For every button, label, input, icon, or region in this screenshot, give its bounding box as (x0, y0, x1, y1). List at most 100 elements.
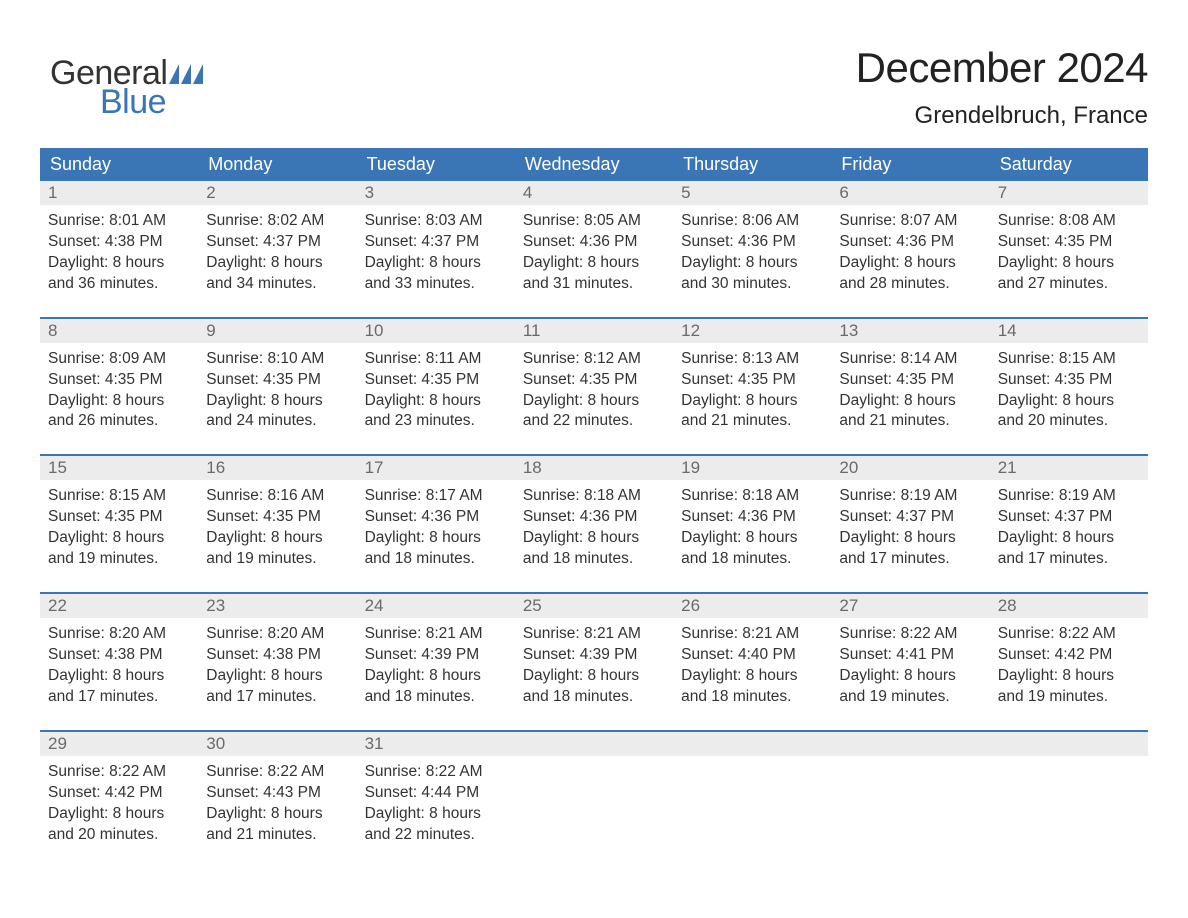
day-cell: Sunrise: 8:22 AMSunset: 4:41 PMDaylight:… (831, 618, 989, 716)
sunset-text: Sunset: 4:36 PM (839, 232, 981, 253)
daylight-line1: Daylight: 8 hours (998, 666, 1140, 687)
daylight-line1: Daylight: 8 hours (681, 253, 823, 274)
day-number: 29 (40, 732, 198, 756)
day-number: 26 (673, 594, 831, 618)
daylight-line1: Daylight: 8 hours (681, 528, 823, 549)
sunset-text: Sunset: 4:40 PM (681, 645, 823, 666)
daylight-line1: Daylight: 8 hours (998, 528, 1140, 549)
sunset-text: Sunset: 4:35 PM (48, 370, 190, 391)
sunrise-text: Sunrise: 8:06 AM (681, 211, 823, 232)
daylight-line1: Daylight: 8 hours (998, 253, 1140, 274)
day-cell: Sunrise: 8:15 AMSunset: 4:35 PMDaylight:… (990, 343, 1148, 441)
sunrise-text: Sunrise: 8:11 AM (365, 349, 507, 370)
daylight-line1: Daylight: 8 hours (839, 391, 981, 412)
daylight-line1: Daylight: 8 hours (839, 253, 981, 274)
day-number: 10 (357, 319, 515, 343)
daylight-line2: and 27 minutes. (998, 274, 1140, 295)
daylight-line1: Daylight: 8 hours (365, 528, 507, 549)
day-number: 5 (673, 181, 831, 205)
daylight-line1: Daylight: 8 hours (48, 253, 190, 274)
sunset-text: Sunset: 4:42 PM (998, 645, 1140, 666)
day-number: 8 (40, 319, 198, 343)
daylight-line2: and 17 minutes. (206, 687, 348, 708)
logo-text-blue: Blue (100, 83, 203, 122)
daylight-line2: and 33 minutes. (365, 274, 507, 295)
sunset-text: Sunset: 4:38 PM (206, 645, 348, 666)
calendar-week: 15161718192021 Sunrise: 8:15 AM Sunset: 4:… (40, 454, 1148, 578)
day-cell (673, 756, 831, 854)
sunset-text: Sunset: 4:39 PM (365, 645, 507, 666)
daylight-line2: and 21 minutes. (681, 411, 823, 432)
sunset-text: Sunset: 4:35 PM (681, 370, 823, 391)
daylight-line1: Daylight: 8 hours (839, 528, 981, 549)
calendar-header-cell: Wednesday (515, 148, 673, 181)
daylight-line1: Daylight: 8 hours (681, 666, 823, 687)
sunrise-text: Sunrise: 8:10 AM (206, 349, 348, 370)
calendar-body: 1234567Sunrise: 8:01 AMSunset: 4:38 PMDa… (40, 181, 1148, 853)
daylight-line2: and 20 minutes. (48, 825, 190, 846)
sunset-text: Sunset: 4:35 PM (998, 232, 1140, 253)
daylight-line2: and 21 minutes. (839, 411, 981, 432)
day-number: 13 (831, 319, 989, 343)
daylight-line2: and 28 minutes. (839, 274, 981, 295)
sunset-text: Sunset: 4:37 PM (839, 507, 981, 528)
day-number: 16 (198, 456, 356, 480)
day-number: 12 (673, 319, 831, 343)
day-number: 2 (198, 181, 356, 205)
calendar-header-cell: Monday (198, 148, 356, 181)
daynum-row: 15161718192021 (40, 456, 1148, 480)
day-cell: Sunrise: 8:22 AMSunset: 4:43 PMDaylight:… (198, 756, 356, 854)
calendar-week: 891011121314Sunrise: 8:09 AMSunset: 4:35… (40, 317, 1148, 441)
day-number: 31 (357, 732, 515, 756)
sunset-text: Sunset: 4:37 PM (365, 232, 507, 253)
calendar-header-row: SundayMondayTuesdayWednesdayThursdayFrid… (40, 148, 1148, 181)
daylight-line1: Daylight: 8 hours (365, 391, 507, 412)
sunset-text: Sunset: 4:37 PM (998, 507, 1140, 528)
day-number: 4 (515, 181, 673, 205)
day-cell: Sunrise: 8:11 AMSunset: 4:35 PMDaylight:… (357, 343, 515, 441)
daylight-line1: Daylight: 8 hours (839, 666, 981, 687)
daylight-line1: Daylight: 8 hours (206, 666, 348, 687)
day-cell: Sunrise: 8:01 AMSunset: 4:38 PMDaylight:… (40, 205, 198, 303)
day-number (831, 732, 989, 756)
day-cell (515, 756, 673, 854)
day-number: 14 (990, 319, 1148, 343)
day-cell: Sunrise: 8:16 AMSunset: 4:35 PMDaylight:… (198, 480, 356, 578)
day-number: 3 (357, 181, 515, 205)
sunset-text: Sunset: 4:35 PM (839, 370, 981, 391)
day-cell: Sunrise: 8:19 AMSunset: 4:37 PMDaylight:… (990, 480, 1148, 578)
sunrise-text: Sunrise: 8:22 AM (48, 762, 190, 783)
daylight-line2: and 31 minutes. (523, 274, 665, 295)
sunrise-text: Sunrise: 8:15 AM (48, 486, 190, 507)
sunset-text: Sunset: 4:35 PM (365, 370, 507, 391)
day-cell: Sunrise: 8:19 AMSunset: 4:37 PMDaylight:… (831, 480, 989, 578)
daylight-line1: Daylight: 8 hours (523, 391, 665, 412)
daylight-line2: and 18 minutes. (365, 687, 507, 708)
sunrise-text: Sunrise: 8:19 AM (839, 486, 981, 507)
sunrise-text: Sunrise: 8:17 AM (365, 486, 507, 507)
day-cell: Sunrise: 8:17 AMSunset: 4:36 PMDaylight:… (357, 480, 515, 578)
sunrise-text: Sunrise: 8:19 AM (998, 486, 1140, 507)
daylight-line1: Daylight: 8 hours (523, 253, 665, 274)
day-number (990, 732, 1148, 756)
title-block: December 2024 Grendelbruch, France (856, 44, 1148, 130)
sunset-text: Sunset: 4:41 PM (839, 645, 981, 666)
sunrise-text: Sunrise: 8:12 AM (523, 349, 665, 370)
day-cell: Sunrise: 8:22 AMSunset: 4:42 PMDaylight:… (990, 618, 1148, 716)
day-number: 23 (198, 594, 356, 618)
daylight-line1: Daylight: 8 hours (681, 391, 823, 412)
day-number: 15 (40, 456, 198, 480)
calendar-header-cell: Sunday (40, 148, 198, 181)
sunset-text: Sunset: 4:38 PM (48, 645, 190, 666)
day-number: 28 (990, 594, 1148, 618)
sunrise-text: Sunrise: 8:07 AM (839, 211, 981, 232)
daylight-line2: and 17 minutes. (48, 687, 190, 708)
sunrise-text: Sunrise: 8:15 AM (998, 349, 1140, 370)
day-cell: Sunrise: 8:20 AMSunset: 4:38 PMDaylight:… (40, 618, 198, 716)
day-cell: Sunrise: 8:18 AMSunset: 4:36 PMDaylight:… (673, 480, 831, 578)
day-cell: Sunrise: 8:18 AMSunset: 4:36 PMDaylight:… (515, 480, 673, 578)
sunrise-text: Sunrise: 8:16 AM (206, 486, 348, 507)
day-cell: Sunrise: 8:20 AMSunset: 4:38 PMDaylight:… (198, 618, 356, 716)
sunrise-text: Sunrise: 8:18 AM (523, 486, 665, 507)
day-cell: Sunrise: 8:21 AMSunset: 4:39 PMDaylight:… (357, 618, 515, 716)
